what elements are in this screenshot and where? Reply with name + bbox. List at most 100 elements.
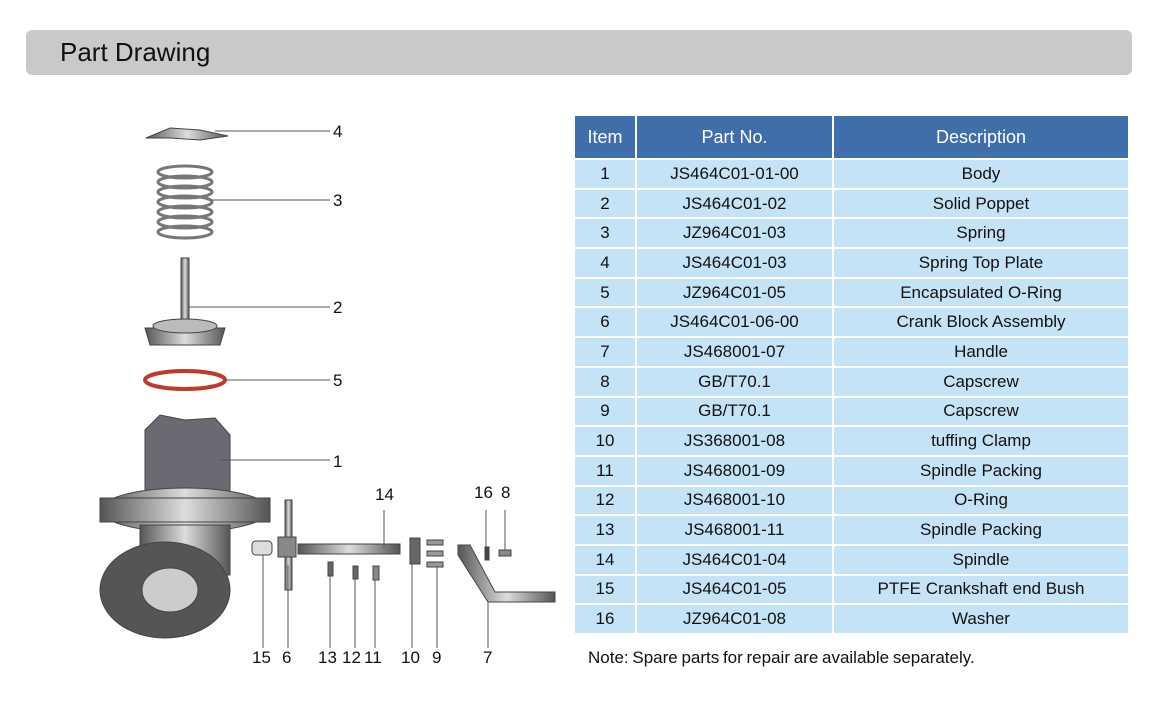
cell-item: 12 — [575, 486, 635, 515]
table-row: 15 JS464C01-05 PTFE Crankshaft end Bush — [575, 575, 1128, 604]
page-title: Part Drawing — [60, 37, 211, 67]
cell-description: Spindle Packing — [834, 516, 1128, 544]
cell-description: Body — [834, 160, 1128, 188]
cell-part-no: JS468001-11 — [637, 516, 832, 544]
cell-item: 1 — [575, 160, 635, 188]
cell-description: Capscrew — [834, 397, 1128, 426]
callout-label: 13 — [318, 648, 337, 667]
cell-item: 16 — [575, 605, 635, 633]
cell-part-no: JS464C01-05 — [637, 575, 832, 604]
cell-item: 5 — [575, 278, 635, 307]
parts-table-body: 1 JS464C01-01-00 Body 2 JS464C01-02 Solid Pop… — [575, 160, 1128, 633]
callout-label: 5 — [333, 371, 343, 390]
exploded-part-drawing: 4 3 2 5 1 14 16 8 15 6 13 12 11 10 9 7 — [0, 100, 575, 700]
cell-part-no: JS464C01-02 — [637, 189, 832, 218]
callout-label: 10 — [401, 648, 420, 667]
valve-illustration — [99, 127, 556, 648]
callout-label: 7 — [483, 648, 493, 667]
callout-label: 12 — [342, 648, 361, 667]
table-row: 11 JS468001-09 Spindle Packing — [575, 456, 1128, 485]
bush-part — [251, 540, 273, 556]
table-row: 5 JZ964C01-05 Encapsulated O-Ring — [575, 278, 1128, 307]
table-header-row: Item Part No. Description — [575, 116, 1128, 158]
parts-table: Item Part No. Description 1 JS464C01-01-0… — [573, 114, 1130, 635]
callout-label: 2 — [333, 298, 343, 317]
cell-description: Spring — [834, 219, 1128, 248]
table-row: 12 JS468001-10 O-Ring — [575, 486, 1128, 515]
cell-part-no: JS468001-10 — [637, 486, 832, 515]
cell-description: Spindle Packing — [834, 456, 1128, 485]
cell-part-no: JZ964C01-05 — [637, 278, 832, 307]
callout-label: 1 — [333, 452, 343, 471]
clamp-part — [409, 537, 421, 565]
table-row: 3 JZ964C01-03 Spring — [575, 219, 1128, 248]
leader-lines — [189, 130, 506, 648]
callout-label: 11 — [364, 648, 382, 667]
cell-description: Spring Top Plate — [834, 249, 1128, 277]
spring-top-plate-part — [145, 127, 229, 141]
cell-part-no: JS368001-08 — [637, 427, 832, 455]
cell-description: Capscrew — [834, 367, 1128, 396]
column-header-description: Description — [834, 116, 1128, 158]
table-row: 9 GB/T70.1 Capscrew — [575, 397, 1128, 426]
table-row: 7 JS468001-07 Handle — [575, 338, 1128, 366]
callout-label: 3 — [333, 191, 343, 210]
cell-part-no: JS464C01-04 — [637, 545, 832, 574]
cell-part-no: GB/T70.1 — [637, 397, 832, 426]
callout-label: 4 — [333, 122, 343, 141]
table-row: 10 JS368001-08 tuffing Clamp — [575, 427, 1128, 455]
cell-item: 8 — [575, 367, 635, 396]
cell-description: Washer — [834, 605, 1128, 633]
cell-description: O-Ring — [834, 486, 1128, 515]
spare-parts-note: Note: Spare parts for repair are availab… — [588, 648, 975, 667]
spindle-part — [297, 543, 401, 555]
cell-description: PTFE Crankshaft end Bush — [834, 575, 1128, 604]
callout-label: 9 — [432, 648, 442, 667]
cell-item: 2 — [575, 189, 635, 218]
cell-description: Handle — [834, 338, 1128, 366]
o-ring-part — [143, 369, 227, 391]
cell-item: 14 — [575, 545, 635, 574]
cell-item: 7 — [575, 338, 635, 366]
cell-item: 10 — [575, 427, 635, 455]
cell-part-no: JS468001-09 — [637, 456, 832, 485]
table-row: 16 JZ964C01-08 Washer — [575, 605, 1128, 633]
table-row: 6 JS464C01-06-00 Crank Block Assembly — [575, 308, 1128, 337]
cell-description: tuffing Clamp — [834, 427, 1128, 455]
poppet-stem-part — [180, 257, 190, 324]
cell-item: 13 — [575, 516, 635, 544]
callout-label: 15 — [252, 648, 271, 667]
cell-part-no: JS464C01-06-00 — [637, 308, 832, 337]
cell-item: 11 — [575, 456, 635, 485]
cell-part-no: GB/T70.1 — [637, 367, 832, 396]
handle-part — [457, 544, 556, 603]
table-row: 14 JS464C01-04 Spindle — [575, 545, 1128, 574]
table-row: 8 GB/T70.1 Capscrew — [575, 367, 1128, 396]
callout-label: 14 — [375, 485, 394, 504]
cell-description: Encapsulated O-Ring — [834, 278, 1128, 307]
cell-description: Spindle — [834, 545, 1128, 574]
column-header-part-no: Part No. — [637, 116, 832, 158]
cell-part-no: JZ964C01-08 — [637, 605, 832, 633]
callout-label: 6 — [282, 648, 292, 667]
table-row: 13 JS468001-11 Spindle Packing — [575, 516, 1128, 544]
callout-label: 8 — [501, 483, 511, 502]
cell-description: Crank Block Assembly — [834, 308, 1128, 337]
cell-item: 3 — [575, 219, 635, 248]
cell-part-no: JZ964C01-03 — [637, 219, 832, 248]
cell-item: 15 — [575, 575, 635, 604]
section-title-bar: Part Drawing — [26, 30, 1132, 75]
column-header-item: Item — [575, 116, 635, 158]
spring-part — [156, 164, 214, 240]
table-row: 4 JS464C01-03 Spring Top Plate — [575, 249, 1128, 277]
cell-part-no: JS468001-07 — [637, 338, 832, 366]
cell-item: 4 — [575, 249, 635, 277]
cell-item: 6 — [575, 308, 635, 337]
cell-part-no: JS464C01-01-00 — [637, 160, 832, 188]
callout-label: 16 — [474, 483, 493, 502]
table-row: 1 JS464C01-01-00 Body — [575, 160, 1128, 188]
cell-part-no: JS464C01-03 — [637, 249, 832, 277]
cell-description: Solid Poppet — [834, 189, 1128, 218]
table-row: 2 JS464C01-02 Solid Poppet — [575, 189, 1128, 218]
cell-item: 9 — [575, 397, 635, 426]
